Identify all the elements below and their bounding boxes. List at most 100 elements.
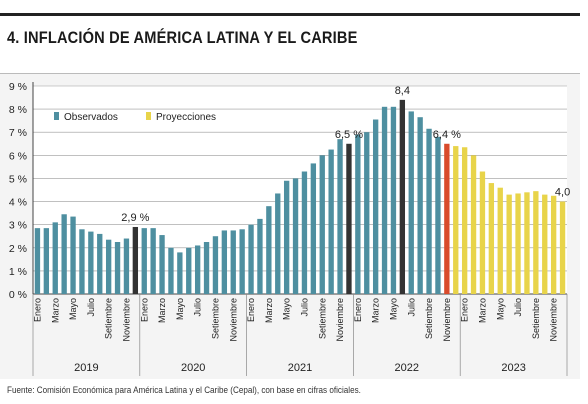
bar-observed: [275, 193, 281, 294]
bar-observed: [301, 171, 308, 294]
data-label: 8,4: [395, 85, 410, 97]
y-tick-label: 0 %: [9, 289, 27, 301]
month-label: Setiembre: [104, 298, 114, 339]
bar-projected: [515, 193, 521, 294]
top-rule: [0, 13, 580, 16]
bar-observed: [417, 117, 423, 294]
bar-observed: [34, 228, 41, 294]
bar-projected: [444, 143, 450, 294]
bar-observed: [132, 226, 139, 294]
bar-projected: [506, 194, 512, 294]
bar-projected: [542, 194, 548, 294]
bar-projected: [559, 201, 566, 294]
bar-observed: [114, 242, 121, 294]
bar-projected: [453, 146, 459, 294]
bar-observed: [310, 163, 317, 294]
bar-observed: [88, 231, 94, 294]
legend-label: Proyecciones: [156, 112, 216, 123]
bar-projected: [461, 147, 468, 294]
month-label: Mayo: [495, 298, 505, 320]
y-tick-label: 9 %: [9, 81, 27, 93]
y-tick-label: 5 %: [9, 173, 27, 185]
bar-projected: [533, 191, 539, 294]
bar-observed: [212, 236, 219, 294]
month-label: Julio: [86, 298, 96, 317]
bar-observed: [283, 180, 290, 294]
year-label: 2020: [181, 362, 205, 374]
month-label: Mayo: [282, 298, 292, 320]
bar-observed: [239, 229, 245, 294]
bar-observed: [390, 106, 397, 294]
bar-observed: [79, 229, 85, 294]
bar-observed: [381, 106, 388, 294]
month-label: Noviembre: [549, 298, 559, 342]
bar-observed: [97, 233, 103, 294]
y-tick-label: 7 %: [9, 127, 27, 139]
bar-projected: [550, 195, 557, 294]
bar-observed: [319, 155, 325, 294]
month-label: Marzo: [477, 298, 487, 323]
bar-observed: [248, 224, 254, 294]
chart-title: 4. INFLACIÓN DE AMÉRICA LATINA Y EL CARI…: [7, 28, 358, 47]
month-label: Noviembre: [335, 298, 345, 342]
month-label: Setiembre: [317, 298, 327, 339]
bar-observed: [221, 230, 228, 294]
plot-area: [33, 86, 567, 294]
legend-label: Observados: [64, 112, 118, 123]
month-label: Julio: [193, 298, 203, 317]
source-note: Fuente: Comisión Económica para América …: [7, 385, 361, 395]
month-label: Enero: [139, 298, 149, 322]
month-label: Enero: [460, 298, 470, 322]
data-label: 4,0: [555, 187, 570, 199]
bar-observed: [150, 228, 156, 294]
month-label: Marzo: [157, 298, 167, 323]
bar-observed: [399, 99, 406, 294]
month-label: Mayo: [175, 298, 185, 320]
month-label: Marzo: [371, 298, 381, 323]
bar-observed: [186, 247, 192, 294]
legend-swatch: [146, 112, 151, 120]
bar-observed: [141, 228, 147, 294]
y-tick-label: 6 %: [9, 150, 27, 162]
month-label: Marzo: [264, 298, 274, 323]
y-tick-label: 2 %: [9, 243, 27, 255]
bar-observed: [266, 206, 272, 294]
bar-observed: [426, 128, 432, 294]
bar-observed: [52, 222, 58, 294]
year-label: 2021: [288, 362, 312, 374]
bar-observed: [61, 214, 67, 294]
y-tick-label: 4 %: [9, 197, 27, 209]
bar-observed: [177, 252, 183, 294]
bar-observed: [408, 111, 414, 294]
bar-observed: [43, 228, 50, 294]
month-label: Mayo: [68, 298, 78, 320]
y-tick-label: 3 %: [9, 220, 27, 232]
year-label: 2019: [74, 362, 98, 374]
bar-observed: [159, 235, 165, 294]
month-label: Setiembre: [424, 298, 434, 339]
month-label: Julio: [513, 298, 523, 317]
bar-projected: [497, 187, 503, 294]
data-label: 6,5 %: [335, 129, 363, 141]
month-label: Setiembre: [210, 298, 220, 339]
y-tick-label: 8 %: [9, 104, 27, 116]
month-label: Enero: [353, 298, 363, 322]
bar-observed: [230, 230, 236, 294]
bar-observed: [372, 119, 379, 294]
bar-observed: [346, 143, 352, 294]
month-label: Mayo: [388, 298, 398, 320]
month-label: Noviembre: [442, 298, 452, 342]
bar-observed: [435, 136, 441, 294]
legend-swatch: [54, 112, 59, 120]
month-label: Enero: [32, 298, 42, 322]
month-label: Noviembre: [121, 298, 131, 342]
bar-observed: [123, 238, 130, 294]
bar-observed: [194, 245, 201, 294]
bar-observed: [355, 134, 361, 294]
bar-projected: [479, 171, 486, 294]
bar-observed: [203, 242, 210, 294]
bar-observed: [168, 247, 174, 294]
month-label: Julio: [406, 298, 416, 317]
